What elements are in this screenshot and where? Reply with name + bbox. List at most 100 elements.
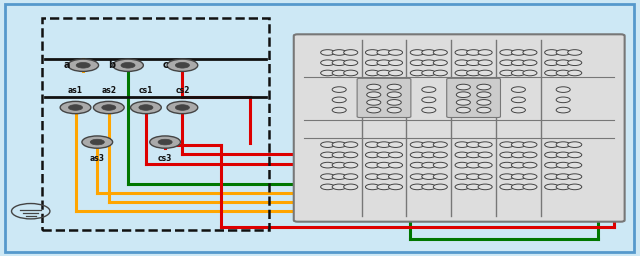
Circle shape	[500, 60, 514, 66]
Circle shape	[410, 142, 424, 147]
Circle shape	[422, 162, 436, 168]
Circle shape	[523, 162, 537, 168]
Circle shape	[511, 174, 525, 179]
Circle shape	[511, 184, 525, 190]
Circle shape	[377, 184, 391, 190]
Circle shape	[467, 184, 481, 190]
Circle shape	[477, 84, 491, 90]
Circle shape	[131, 101, 161, 114]
Circle shape	[332, 87, 346, 92]
Circle shape	[455, 142, 469, 147]
Circle shape	[467, 162, 481, 168]
Circle shape	[321, 174, 335, 179]
Circle shape	[511, 50, 525, 55]
Circle shape	[433, 70, 447, 76]
Circle shape	[568, 60, 582, 66]
Circle shape	[523, 184, 537, 190]
Circle shape	[478, 162, 492, 168]
Circle shape	[76, 62, 90, 68]
Circle shape	[344, 60, 358, 66]
Circle shape	[321, 162, 335, 168]
Circle shape	[545, 70, 559, 76]
Circle shape	[387, 107, 401, 113]
Circle shape	[523, 142, 537, 147]
Circle shape	[568, 174, 582, 179]
Text: cs3: cs3	[158, 154, 172, 163]
Circle shape	[523, 152, 537, 158]
Circle shape	[422, 184, 436, 190]
Circle shape	[477, 92, 491, 98]
Circle shape	[367, 84, 381, 90]
Circle shape	[455, 152, 469, 158]
Circle shape	[321, 152, 335, 158]
Text: cs2: cs2	[175, 86, 189, 95]
Circle shape	[477, 100, 491, 105]
Circle shape	[388, 174, 403, 179]
Circle shape	[467, 174, 481, 179]
Circle shape	[500, 152, 514, 158]
Circle shape	[150, 136, 180, 148]
Circle shape	[388, 60, 403, 66]
Circle shape	[167, 59, 198, 71]
Circle shape	[478, 152, 492, 158]
Bar	[42, 18, 269, 230]
Circle shape	[422, 174, 436, 179]
Circle shape	[377, 142, 391, 147]
Circle shape	[556, 142, 570, 147]
Circle shape	[102, 105, 116, 110]
Circle shape	[433, 162, 447, 168]
Circle shape	[344, 142, 358, 147]
Circle shape	[344, 184, 358, 190]
Circle shape	[377, 70, 391, 76]
Circle shape	[455, 184, 469, 190]
Circle shape	[556, 60, 570, 66]
Circle shape	[433, 152, 447, 158]
Circle shape	[321, 60, 335, 66]
Circle shape	[365, 162, 380, 168]
Circle shape	[467, 50, 481, 55]
Circle shape	[523, 50, 537, 55]
Circle shape	[388, 50, 403, 55]
Circle shape	[377, 152, 391, 158]
Circle shape	[456, 92, 470, 98]
Circle shape	[388, 162, 403, 168]
Circle shape	[422, 87, 436, 92]
Circle shape	[511, 107, 525, 113]
Circle shape	[500, 50, 514, 55]
Circle shape	[410, 174, 424, 179]
Circle shape	[456, 100, 470, 105]
Circle shape	[367, 107, 381, 113]
FancyBboxPatch shape	[447, 78, 500, 118]
Circle shape	[344, 50, 358, 55]
Circle shape	[410, 70, 424, 76]
Circle shape	[500, 174, 514, 179]
Circle shape	[422, 152, 436, 158]
Circle shape	[90, 139, 104, 145]
Circle shape	[467, 70, 481, 76]
Circle shape	[332, 97, 346, 103]
Circle shape	[422, 60, 436, 66]
Circle shape	[367, 100, 381, 105]
Circle shape	[455, 70, 469, 76]
Circle shape	[410, 152, 424, 158]
Circle shape	[175, 105, 189, 110]
Circle shape	[568, 184, 582, 190]
Circle shape	[410, 50, 424, 55]
Circle shape	[455, 162, 469, 168]
Circle shape	[511, 87, 525, 92]
Circle shape	[332, 162, 346, 168]
Circle shape	[545, 142, 559, 147]
Circle shape	[410, 60, 424, 66]
Circle shape	[545, 162, 559, 168]
Circle shape	[523, 70, 537, 76]
Circle shape	[332, 50, 346, 55]
Circle shape	[388, 152, 403, 158]
Circle shape	[433, 174, 447, 179]
Circle shape	[456, 107, 470, 113]
Circle shape	[478, 60, 492, 66]
Circle shape	[545, 152, 559, 158]
Circle shape	[344, 174, 358, 179]
Circle shape	[344, 152, 358, 158]
Circle shape	[523, 60, 537, 66]
Circle shape	[500, 184, 514, 190]
